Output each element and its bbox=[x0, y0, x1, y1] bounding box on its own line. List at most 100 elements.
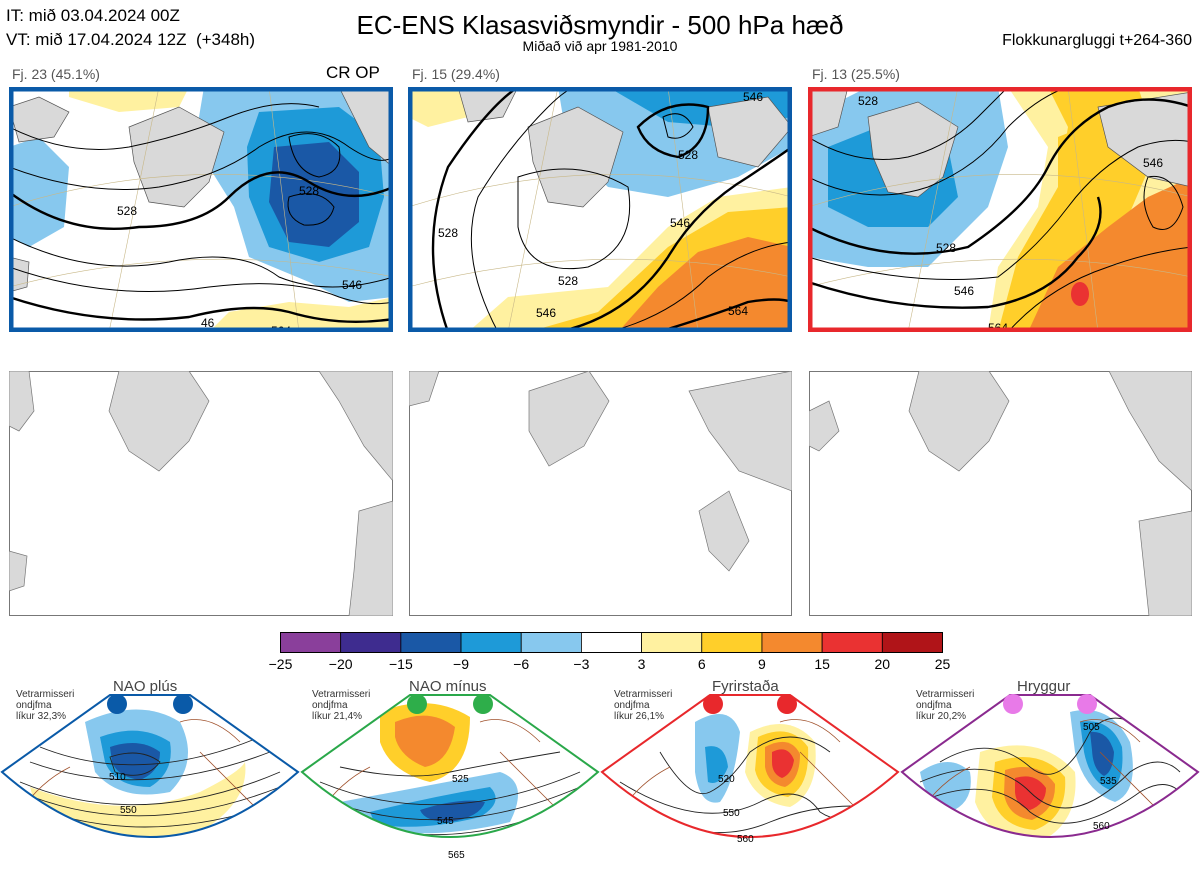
colorbar-tick-label: 3 bbox=[637, 656, 646, 672]
contour-label: 528 bbox=[936, 241, 956, 255]
outline-map-3[interactable] bbox=[809, 371, 1192, 616]
contour-label: 546 bbox=[1143, 156, 1163, 170]
regime-2-info: Vetrarmisseri ondjfma líkur 21,4% bbox=[312, 689, 371, 722]
contour-label: 528 bbox=[438, 226, 458, 240]
contour-label: 546 bbox=[670, 216, 690, 230]
regime-4-dot bbox=[1003, 694, 1023, 714]
contour-label: 560 bbox=[1093, 821, 1110, 832]
cluster-1-label: Fj. 23 (45.1%) bbox=[12, 66, 100, 82]
cluster-1-contours bbox=[9, 103, 393, 323]
colorbar-cell bbox=[761, 632, 823, 653]
colorbar-tick-label: −15 bbox=[388, 656, 413, 672]
contour-label: 535 bbox=[1100, 776, 1117, 787]
contour-label: 528 bbox=[117, 204, 137, 218]
contour-label: 546 bbox=[342, 278, 362, 292]
regime-2-dot bbox=[407, 694, 427, 714]
colorbar-tick-label: −6 bbox=[513, 656, 530, 672]
cluster-1-positive-anomaly bbox=[69, 87, 189, 112]
contour-label: 528 bbox=[678, 148, 698, 162]
cluster-3-contour-labels: 528 546 564 528 546 bbox=[858, 94, 1163, 332]
colorbar-cell bbox=[460, 632, 522, 653]
colorbar-tick-label: −25 bbox=[268, 656, 293, 672]
contour-label: 525 bbox=[452, 774, 469, 785]
cluster-2-land bbox=[457, 87, 792, 208]
contour-label: 528 bbox=[858, 94, 878, 108]
page-title: EC-ENS Klasasviðsmyndir - 500 hPa hæð bbox=[356, 10, 844, 40]
contour-label: 564 bbox=[728, 304, 748, 318]
colorbar-ticks: −25 −20 −15 −9 −6 −3 3 6 9 15 20 25 bbox=[0, 656, 1200, 676]
cluster-2-map[interactable]: 528 546 564 528 546 546 528 bbox=[408, 87, 792, 332]
colorbar-tick-label: 15 bbox=[814, 656, 830, 672]
contour-label: 510 bbox=[109, 772, 126, 783]
page-subtitle: Miðað við apr 1981-2010 bbox=[522, 38, 678, 54]
cluster-2-positive-anomaly bbox=[618, 237, 792, 332]
regime-4-info: Vetrarmisseri ondjfma líkur 20,2% bbox=[916, 689, 975, 722]
cluster-2-contour-labels: 528 546 564 528 546 546 528 bbox=[438, 90, 763, 320]
regime-3-map[interactable]: 520 550 560 bbox=[600, 692, 900, 871]
cluster-3-contours bbox=[808, 87, 1192, 332]
cluster-1-border bbox=[9, 87, 393, 332]
colorbar-cell bbox=[520, 632, 582, 653]
regime-4-dot bbox=[1077, 694, 1097, 714]
regime-3-dot bbox=[703, 694, 723, 714]
contour-label: 528 bbox=[558, 274, 578, 288]
colorbar-cell bbox=[340, 632, 402, 653]
colorbar-cell bbox=[641, 632, 703, 653]
cluster-3-map[interactable]: 528 546 564 528 546 bbox=[808, 87, 1192, 332]
initial-time: IT: mið 03.04.2024 00Z bbox=[6, 6, 180, 25]
colorbar-cell bbox=[280, 632, 342, 653]
regime-3-dot bbox=[777, 694, 797, 714]
valid-time: VT: mið 17.04.2024 12Z (+348h) bbox=[6, 30, 256, 49]
colorbar-tick-label: 6 bbox=[697, 656, 706, 672]
colorbar-cell bbox=[581, 632, 642, 653]
regime-2-map[interactable]: 525 545 565 bbox=[300, 692, 600, 871]
regime-1-dot bbox=[173, 694, 193, 714]
colorbar-tick-label: 25 bbox=[934, 656, 951, 672]
regime-1-dot bbox=[107, 694, 127, 714]
contour-label: 550 bbox=[723, 808, 740, 819]
cluster-1-negative-anomaly bbox=[9, 137, 69, 247]
regime-3-name: Fyrirstaða bbox=[712, 678, 779, 695]
contour-label: 565 bbox=[448, 850, 465, 861]
contour-label: 46 bbox=[201, 316, 215, 330]
regime-1-info: Vetrarmisseri ondjfma líkur 32,3% bbox=[16, 689, 75, 722]
cluster-3-label: Fj. 13 (25.5%) bbox=[812, 66, 900, 82]
regime-2-name: NAO mínus bbox=[409, 678, 487, 695]
contour-label: 546 bbox=[743, 90, 763, 104]
contour-label: 546 bbox=[954, 284, 974, 298]
cluster-1-map[interactable]: 528 546 564 46 528 bbox=[9, 87, 393, 332]
outline-map-2[interactable] bbox=[409, 371, 792, 616]
contour-label: 520 bbox=[718, 774, 735, 785]
regime-1-map[interactable]: 510 550 bbox=[0, 692, 300, 871]
cluster-3-land bbox=[808, 87, 1192, 198]
clustering-window: Flokkunargluggi t+264-360 bbox=[1002, 32, 1192, 49]
colorbar-tick-label: −3 bbox=[573, 656, 590, 672]
contour-label: 564 bbox=[988, 321, 1008, 332]
cluster-3-anomaly-max bbox=[1071, 282, 1089, 306]
regime-1-name: NAO plús bbox=[113, 678, 178, 695]
regime-3-info: Vetrarmisseri ondjfma líkur 26,1% bbox=[614, 689, 673, 722]
contour-label: 550 bbox=[120, 805, 137, 816]
regime-4-map[interactable]: 505 535 560 bbox=[900, 692, 1200, 871]
regime-4-name: Hryggur bbox=[1017, 678, 1071, 695]
colorbar-tick-label: 9 bbox=[758, 656, 766, 672]
outline-map-1[interactable] bbox=[9, 371, 393, 616]
contour-label: 545 bbox=[437, 816, 454, 827]
colorbar-cell bbox=[701, 632, 763, 653]
cluster-3-positive-anomaly bbox=[1028, 177, 1192, 332]
colorbar bbox=[280, 632, 943, 653]
colorbar-tick-label: 20 bbox=[874, 656, 891, 672]
cluster-1-cr-op: CR OP bbox=[326, 63, 380, 82]
contour-label: 560 bbox=[737, 834, 754, 845]
cluster-2-label: Fj. 15 (29.4%) bbox=[412, 66, 500, 82]
colorbar-tick-label: −9 bbox=[453, 656, 470, 672]
contour-label: 505 bbox=[1083, 722, 1100, 733]
regime-2-dot bbox=[473, 694, 493, 714]
colorbar-cell bbox=[821, 632, 883, 653]
cluster-3-graticule bbox=[808, 87, 1192, 332]
contour-label: 546 bbox=[536, 306, 556, 320]
colorbar-tick-label: −20 bbox=[328, 656, 353, 672]
cluster-3-border bbox=[808, 87, 1192, 332]
cluster-2-border bbox=[408, 87, 792, 332]
cluster-2-contours bbox=[431, 87, 792, 332]
